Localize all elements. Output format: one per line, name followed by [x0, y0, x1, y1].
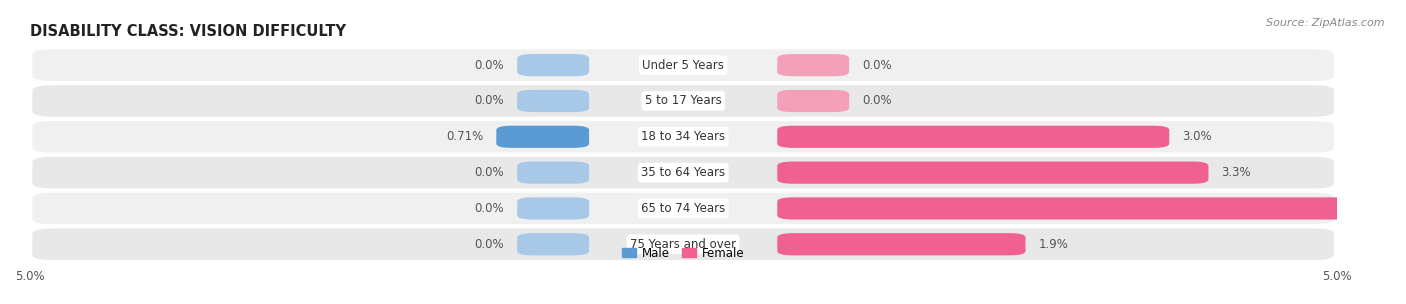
FancyBboxPatch shape: [778, 197, 1406, 219]
Text: 65 to 74 Years: 65 to 74 Years: [641, 202, 725, 215]
Text: 35 to 64 Years: 35 to 64 Years: [641, 166, 725, 179]
Text: 75 Years and over: 75 Years and over: [630, 238, 737, 251]
Text: 0.0%: 0.0%: [474, 95, 505, 108]
FancyBboxPatch shape: [778, 233, 1025, 255]
Text: 0.0%: 0.0%: [474, 238, 505, 251]
Text: 0.0%: 0.0%: [474, 202, 505, 215]
FancyBboxPatch shape: [778, 54, 849, 76]
Text: 0.0%: 0.0%: [862, 95, 891, 108]
FancyBboxPatch shape: [517, 90, 589, 112]
Text: Under 5 Years: Under 5 Years: [643, 59, 724, 72]
Text: 0.0%: 0.0%: [862, 59, 891, 72]
FancyBboxPatch shape: [517, 54, 589, 76]
FancyBboxPatch shape: [32, 157, 1334, 188]
Text: 3.3%: 3.3%: [1222, 166, 1251, 179]
FancyBboxPatch shape: [517, 161, 589, 184]
Text: 18 to 34 Years: 18 to 34 Years: [641, 130, 725, 143]
FancyBboxPatch shape: [778, 126, 1170, 148]
FancyBboxPatch shape: [517, 197, 589, 219]
Text: 0.71%: 0.71%: [446, 130, 484, 143]
Text: 5 to 17 Years: 5 to 17 Years: [645, 95, 721, 108]
FancyBboxPatch shape: [32, 85, 1334, 117]
FancyBboxPatch shape: [778, 90, 849, 112]
Text: 3.0%: 3.0%: [1182, 130, 1212, 143]
Text: 4.9%: 4.9%: [1369, 202, 1402, 215]
FancyBboxPatch shape: [517, 233, 589, 255]
Text: 0.0%: 0.0%: [474, 166, 505, 179]
Text: 1.9%: 1.9%: [1039, 238, 1069, 251]
Text: DISABILITY CLASS: VISION DIFFICULTY: DISABILITY CLASS: VISION DIFFICULTY: [30, 24, 346, 39]
FancyBboxPatch shape: [32, 229, 1334, 260]
FancyBboxPatch shape: [496, 126, 589, 148]
FancyBboxPatch shape: [32, 49, 1334, 81]
FancyBboxPatch shape: [32, 121, 1334, 153]
Legend: Male, Female: Male, Female: [617, 242, 749, 264]
Text: 0.0%: 0.0%: [474, 59, 505, 72]
FancyBboxPatch shape: [778, 161, 1209, 184]
FancyBboxPatch shape: [32, 193, 1334, 224]
Text: Source: ZipAtlas.com: Source: ZipAtlas.com: [1267, 18, 1385, 28]
